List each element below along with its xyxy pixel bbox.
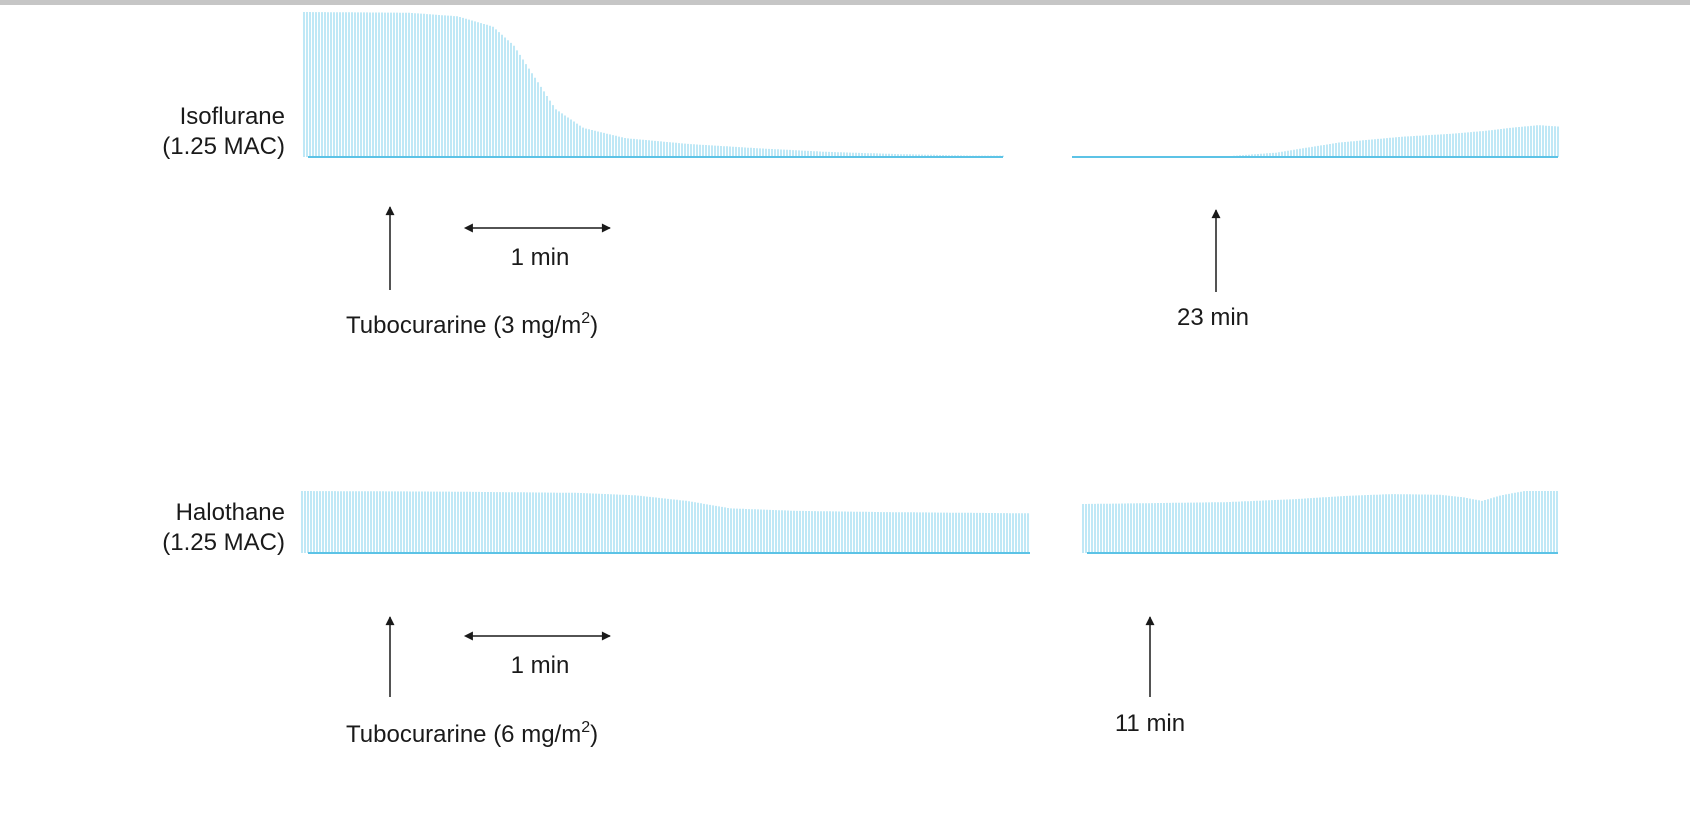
- isoflurane-dose-label: (1.25 MAC): [162, 133, 285, 160]
- halothane-drug-superscript: 2: [581, 719, 590, 736]
- isoflurane-drug-label: Tubocurarine (3 mg/m2): [346, 310, 598, 339]
- isoflurane-drug-close: ): [590, 312, 598, 339]
- halothane-scale-label: 1 min: [511, 652, 570, 679]
- halothane-drug-close: ): [590, 721, 598, 748]
- isoflurane-drug-superscript: 2: [581, 310, 590, 327]
- isoflurane-twitch-trace-left: [303, 12, 1004, 158]
- halothane-drug-text: Tubocurarine (6 mg/m: [346, 721, 581, 748]
- isoflurane-twitch-trace-right: [1072, 125, 1559, 158]
- halothane-drug-label: Tubocurarine (6 mg/m2): [346, 719, 598, 748]
- halothane-recovery-time-label: 11 min: [1115, 710, 1185, 737]
- halothane-agent-label: Halothane: [176, 499, 285, 526]
- isoflurane-scale-label: 1 min: [511, 244, 570, 271]
- isoflurane-agent-label: Isoflurane: [180, 103, 285, 130]
- isoflurane-recovery-time-label: 23 min: [1177, 304, 1249, 331]
- isoflurane-panel: Isoflurane (1.25 MAC) 1 min Tubocurarine…: [162, 12, 1559, 339]
- top-rule: [0, 0, 1690, 5]
- halothane-dose-label: (1.25 MAC): [162, 529, 285, 556]
- halothane-panel: Halothane (1.25 MAC) 1 min Tubocurarine …: [162, 491, 1558, 748]
- halothane-twitch-trace-right: [1082, 491, 1558, 554]
- halothane-twitch-trace-left: [301, 491, 1030, 554]
- isoflurane-drug-text: Tubocurarine (3 mg/m: [346, 312, 581, 339]
